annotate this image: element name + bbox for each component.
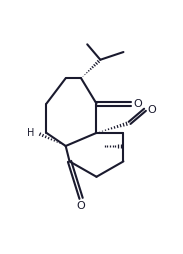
Text: O: O (77, 201, 85, 211)
Text: H: H (27, 128, 34, 138)
Text: O: O (133, 99, 142, 109)
Text: O: O (147, 105, 156, 115)
